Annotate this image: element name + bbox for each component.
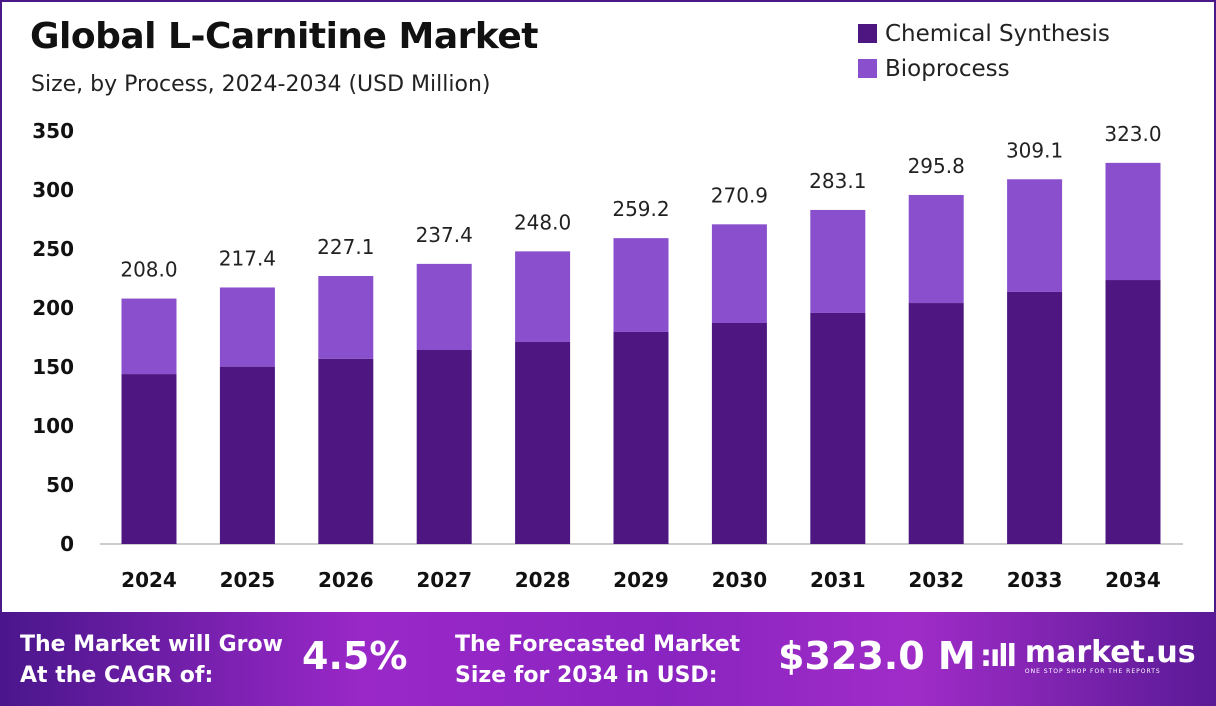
total-data-label: 259.2 xyxy=(612,197,669,221)
total-data-label: 309.1 xyxy=(1006,138,1063,162)
bar-bioprocess-2024 xyxy=(121,298,177,375)
forecast-label: The Forecasted Market Size for 2034 in U… xyxy=(455,629,740,691)
bar-bioprocess-2026 xyxy=(318,276,374,359)
bar-bioprocess-2029 xyxy=(613,238,669,332)
x-tick-label: 2026 xyxy=(318,568,374,592)
bar-bioprocess-2030 xyxy=(711,224,767,323)
brand-name: market.us xyxy=(1024,635,1196,670)
cagr-label: The Market will Grow At the CAGR of: xyxy=(20,629,283,691)
brand-tagline: ONE STOP SHOP FOR THE REPORTS xyxy=(1024,668,1161,675)
x-tick-label: 2028 xyxy=(515,568,571,592)
bar-chemical-synthesis-2033 xyxy=(1007,291,1063,544)
total-data-label: 323.0 xyxy=(1104,122,1161,146)
bar-bioprocess-2025 xyxy=(219,287,275,367)
total-data-label: 217.4 xyxy=(219,246,276,270)
legend-label: Bioprocess xyxy=(885,55,1010,82)
y-tick-label: 100 xyxy=(32,414,74,438)
x-tick-label: 2027 xyxy=(416,568,472,592)
cagr-value: 4.5% xyxy=(302,634,408,678)
x-tick-label: 2031 xyxy=(810,568,866,592)
total-data-label: 283.1 xyxy=(809,169,866,193)
bar-chemical-synthesis-2030 xyxy=(711,322,767,544)
y-tick-label: 300 xyxy=(32,178,74,202)
bar-chart: 0 50 100 150 200 250 300 350 208.0 2024 217.4 2025 2… xyxy=(32,119,1183,592)
y-tick-label: 250 xyxy=(32,237,74,261)
cagr-label-line2: At the CAGR of: xyxy=(20,663,214,688)
legend-item-chemical-synthesis: Chemical Synthesis xyxy=(858,16,1110,51)
bar-bioprocess-2032 xyxy=(908,194,964,304)
brand-logo: :ıll market.us ONE STOP SHOP FOR THE REP… xyxy=(980,635,1196,676)
legend-swatch xyxy=(858,24,877,43)
legend-label: Chemical Synthesis xyxy=(885,20,1110,47)
market-us-logo-icon: :ıll xyxy=(980,639,1017,674)
cagr-label-line1: The Market will Grow xyxy=(20,632,283,657)
x-tick-label: 2033 xyxy=(1007,568,1063,592)
bar-chemical-synthesis-2034 xyxy=(1105,280,1161,544)
total-data-label: 295.8 xyxy=(908,154,965,178)
total-data-label: 237.4 xyxy=(416,223,473,247)
legend: Chemical Synthesis Bioprocess xyxy=(858,16,1110,86)
bar-chemical-synthesis-2032 xyxy=(908,303,964,544)
bar-chemical-synthesis-2028 xyxy=(515,341,571,544)
bar-chemical-synthesis-2029 xyxy=(613,331,669,544)
bar-bioprocess-2031 xyxy=(810,209,866,313)
total-data-label: 248.0 xyxy=(514,210,571,234)
forecast-label-line2: Size for 2034 in USD: xyxy=(455,663,718,688)
bar-chemical-synthesis-2027 xyxy=(416,350,472,544)
bar-chemical-synthesis-2025 xyxy=(219,366,275,544)
x-tick-label: 2032 xyxy=(908,568,964,592)
x-tick-label: 2025 xyxy=(220,568,276,592)
x-tick-label: 2034 xyxy=(1105,568,1161,592)
bar-bioprocess-2028 xyxy=(515,251,571,342)
y-tick-label: 0 xyxy=(60,532,74,556)
chart-subtitle: Size, by Process, 2024-2034 (USD Million… xyxy=(31,72,491,97)
x-tick-label: 2030 xyxy=(712,568,768,592)
chart-title: Global L-Carnitine Market xyxy=(30,16,538,57)
total-data-label: 208.0 xyxy=(120,258,177,282)
bar-chemical-synthesis-2024 xyxy=(121,374,177,544)
forecast-value: $323.0 M xyxy=(778,634,976,678)
y-tick-label: 200 xyxy=(32,296,74,320)
legend-swatch xyxy=(858,59,877,78)
total-data-label: 270.9 xyxy=(711,183,768,207)
bar-chemical-synthesis-2026 xyxy=(318,358,374,544)
x-tick-label: 2029 xyxy=(613,568,669,592)
legend-item-bioprocess: Bioprocess xyxy=(858,51,1110,86)
x-tick-label: 2024 xyxy=(121,568,177,592)
footer-banner: The Market will Grow At the CAGR of: 4.5… xyxy=(0,612,1216,706)
y-tick-label: 50 xyxy=(46,473,74,497)
y-tick-label: 150 xyxy=(32,355,74,379)
bar-bioprocess-2033 xyxy=(1007,179,1063,292)
bar-bioprocess-2027 xyxy=(416,263,472,351)
total-data-label: 227.1 xyxy=(317,235,374,259)
bar-bioprocess-2034 xyxy=(1105,162,1161,281)
y-tick-label: 350 xyxy=(32,119,74,143)
forecast-label-line1: The Forecasted Market xyxy=(455,632,741,657)
bar-chemical-synthesis-2031 xyxy=(810,312,866,544)
